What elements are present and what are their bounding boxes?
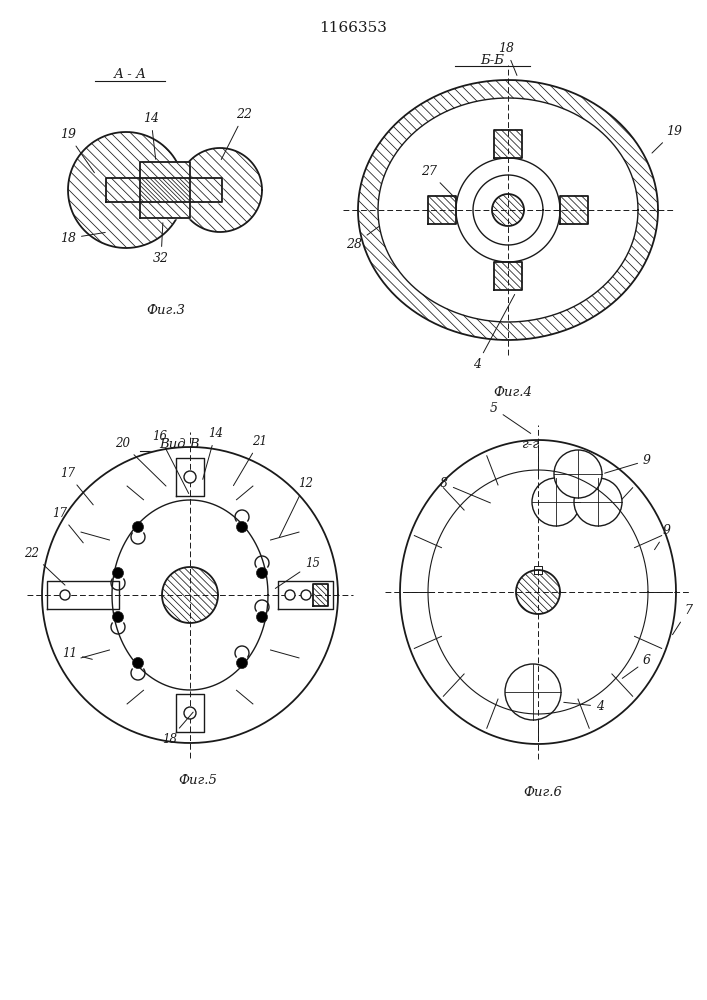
Text: 17: 17 xyxy=(60,467,93,505)
Polygon shape xyxy=(492,194,524,226)
Text: 28: 28 xyxy=(346,227,379,251)
Text: 19: 19 xyxy=(60,128,95,173)
Circle shape xyxy=(532,478,580,526)
Text: 18: 18 xyxy=(60,232,105,245)
Circle shape xyxy=(60,590,70,600)
Polygon shape xyxy=(358,80,658,340)
Text: 15: 15 xyxy=(275,557,320,588)
Text: 18: 18 xyxy=(498,42,517,75)
Polygon shape xyxy=(140,162,190,218)
Text: г-г: г-г xyxy=(521,438,539,452)
Polygon shape xyxy=(400,440,676,744)
Text: 20: 20 xyxy=(115,437,166,486)
Text: 1166353: 1166353 xyxy=(319,21,387,35)
Circle shape xyxy=(554,450,602,498)
Polygon shape xyxy=(112,500,268,690)
Polygon shape xyxy=(560,196,588,224)
Polygon shape xyxy=(428,196,456,224)
Circle shape xyxy=(112,611,124,622)
Text: 14: 14 xyxy=(143,112,159,159)
Polygon shape xyxy=(162,567,218,623)
Text: 6: 6 xyxy=(622,654,651,678)
Polygon shape xyxy=(473,175,543,245)
Text: 17: 17 xyxy=(52,507,83,543)
Text: 9: 9 xyxy=(604,454,651,473)
Text: Фиг.6: Фиг.6 xyxy=(524,786,563,798)
Circle shape xyxy=(301,590,311,600)
Polygon shape xyxy=(278,581,333,609)
Text: 4: 4 xyxy=(473,294,515,371)
Polygon shape xyxy=(492,194,524,226)
Circle shape xyxy=(132,658,144,668)
Text: 27: 27 xyxy=(421,165,457,200)
Text: 18: 18 xyxy=(162,712,193,746)
Polygon shape xyxy=(176,458,204,496)
Polygon shape xyxy=(106,178,222,202)
Text: 12: 12 xyxy=(279,477,313,538)
Polygon shape xyxy=(106,178,222,202)
Text: 22: 22 xyxy=(24,547,65,585)
Circle shape xyxy=(574,478,622,526)
Text: Б-Б: Б-Б xyxy=(480,53,504,66)
Circle shape xyxy=(112,568,124,578)
Circle shape xyxy=(132,522,144,532)
Polygon shape xyxy=(534,566,542,574)
Circle shape xyxy=(184,471,196,483)
Text: Фиг.4: Фиг.4 xyxy=(493,385,532,398)
Text: 5: 5 xyxy=(490,402,531,433)
Text: 16: 16 xyxy=(152,430,189,494)
Polygon shape xyxy=(47,581,119,609)
Polygon shape xyxy=(178,148,262,232)
Polygon shape xyxy=(313,584,328,606)
Text: 9: 9 xyxy=(655,524,671,550)
Text: 14: 14 xyxy=(203,427,223,479)
Text: 8: 8 xyxy=(440,477,491,503)
Text: А - А: А - А xyxy=(114,68,146,82)
Polygon shape xyxy=(428,470,648,714)
Polygon shape xyxy=(456,158,560,262)
Text: 11: 11 xyxy=(62,647,93,660)
Circle shape xyxy=(184,707,196,719)
Text: Фиг.5: Фиг.5 xyxy=(179,774,218,788)
Polygon shape xyxy=(176,694,204,732)
Text: 32: 32 xyxy=(153,223,169,265)
Circle shape xyxy=(505,664,561,720)
Text: 7: 7 xyxy=(672,604,692,635)
Text: 4: 4 xyxy=(563,700,604,713)
Polygon shape xyxy=(140,162,190,218)
Text: 22: 22 xyxy=(221,108,252,160)
Circle shape xyxy=(257,568,267,578)
Text: 19: 19 xyxy=(652,125,682,153)
Circle shape xyxy=(257,611,267,622)
Circle shape xyxy=(285,590,295,600)
Text: Вид В: Вид В xyxy=(160,438,200,452)
Circle shape xyxy=(237,522,247,532)
Text: Фиг.3: Фиг.3 xyxy=(146,304,185,316)
Polygon shape xyxy=(494,130,522,158)
Polygon shape xyxy=(516,570,560,614)
Polygon shape xyxy=(68,132,184,248)
Polygon shape xyxy=(42,447,338,743)
Text: 21: 21 xyxy=(233,435,267,486)
Polygon shape xyxy=(494,262,522,290)
Polygon shape xyxy=(378,98,638,322)
Circle shape xyxy=(237,658,247,668)
